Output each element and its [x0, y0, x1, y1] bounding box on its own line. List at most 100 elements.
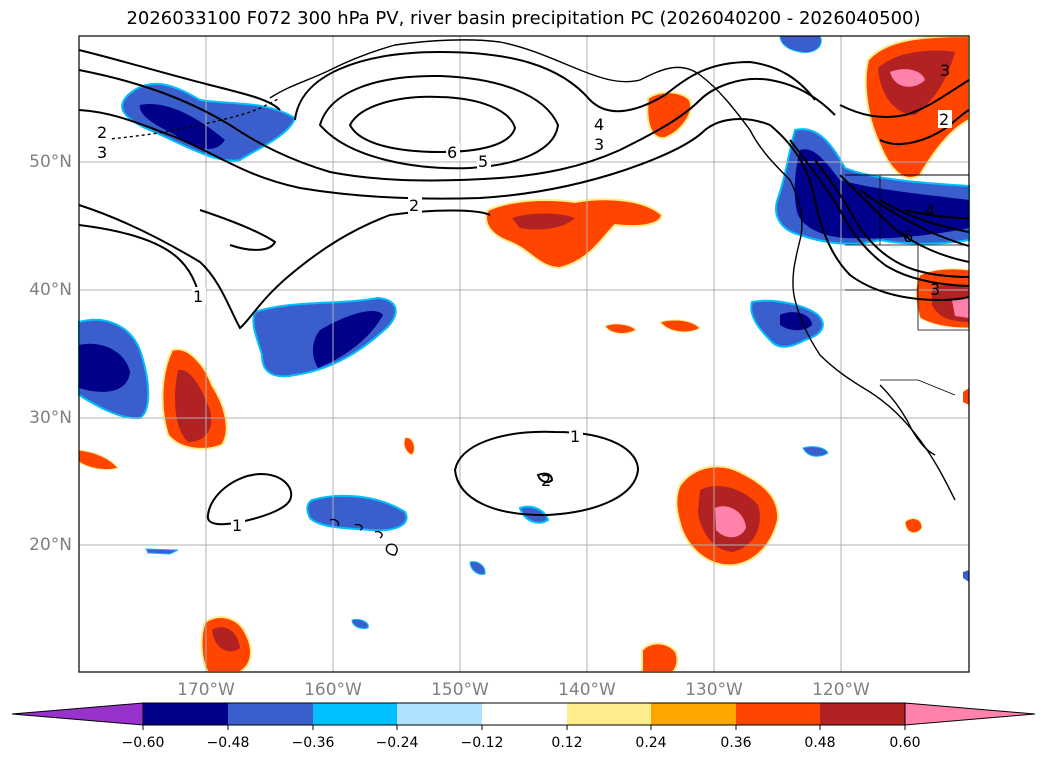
lon-label-120w: 120°W [812, 680, 870, 700]
lat-label-20n: 20°N [29, 535, 72, 555]
precip-pos-west-mid-core [175, 369, 212, 442]
map-title: 2026033100 F072 300 hPa PV, river basin … [126, 8, 921, 29]
colorbar-bin [567, 703, 651, 725]
colorbar-tick: 0.12 [551, 735, 583, 751]
contour-pnw-1 [769, 124, 970, 302]
colorbar-bin [651, 703, 736, 725]
precip-pos-small-2 [604, 323, 637, 334]
precip-neg-tiny-2 [351, 619, 369, 629]
contour-label: 3 [930, 280, 940, 299]
colorbar [11, 702, 1036, 730]
colorbar-bin [228, 703, 313, 725]
contour-label: 3 [97, 143, 107, 162]
contour-label: 4 [925, 201, 935, 220]
precip-pos-s-bottom [641, 642, 679, 673]
contour-6 [348, 95, 517, 154]
colorbar-tick: 0.60 [889, 735, 921, 751]
colorbar-bin [397, 703, 482, 725]
contour-pnw-2 [789, 139, 970, 287]
colorbar-bin [482, 703, 567, 725]
us-border-2 [845, 289, 956, 396]
contour-label: 6 [903, 227, 913, 246]
contour-label: 3 [940, 61, 950, 80]
contour-pnw-3 [814, 159, 970, 278]
colorbar-tick: 0.36 [720, 735, 752, 751]
colorbar-body-outline [142, 702, 906, 726]
contour-label: 3 [594, 135, 604, 154]
colorbar-bin [820, 703, 905, 725]
precip-pos-se-pink [952, 296, 969, 318]
lat-label-50n: 50°N [29, 152, 72, 172]
alaska-coast [269, 39, 791, 181]
contour-south-3 [206, 472, 293, 526]
contour-label: 5 [478, 152, 488, 171]
aleutian-chain [99, 97, 281, 141]
colorbar-bin [143, 703, 228, 725]
precip-pos-mexico [904, 518, 923, 534]
precip-shading [78, 34, 970, 673]
precip-neg-west-core [79, 343, 130, 392]
colorbar-tick: −0.24 [375, 735, 419, 751]
colorbar-bin [313, 703, 397, 725]
contour-label: 1 [232, 516, 242, 535]
contour-pnw-5 [859, 189, 970, 247]
precip-neg-hawaii [306, 494, 408, 532]
contour-label: 4 [594, 115, 604, 134]
precip-neg-pnw-core [794, 149, 969, 239]
coastlines [99, 39, 969, 556]
precip-neg-aleutians-core [139, 104, 225, 150]
colorbar-tick: −0.36 [291, 735, 335, 751]
precip-pos-central-north-core [512, 213, 575, 230]
lon-label-160w: 160°W [304, 680, 362, 700]
colorbar-tick: −0.12 [460, 735, 504, 751]
contour-label: 2 [409, 196, 419, 215]
contour-label: 6 [447, 143, 457, 162]
colorbar-tick: 0.24 [635, 735, 667, 751]
map-frame [78, 35, 970, 673]
north-america-west-coast [789, 179, 956, 501]
contour-1-c [199, 209, 277, 251]
lon-label-170w: 170°W [177, 680, 235, 700]
baja-california [879, 384, 936, 456]
precip-pos-small-1 [403, 437, 415, 456]
contour-label: 1 [193, 287, 203, 306]
precip-neg-tiny-1 [469, 561, 486, 575]
contour-2-upper [78, 49, 281, 111]
precip-neg-central-core [312, 310, 383, 368]
precip-pos-right-edge [963, 388, 969, 405]
contour-ne-2 [839, 79, 970, 118]
precip-pos-left-edge [78, 449, 119, 471]
contour-5 [318, 74, 560, 170]
contour-label: 1 [570, 427, 580, 446]
contour-2-left [78, 109, 771, 200]
lon-label-130w: 130°W [685, 680, 743, 700]
precip-neg-mexico-small [802, 446, 829, 457]
precip-pos-small-3 [659, 319, 701, 333]
contour-label: 2 [541, 471, 551, 490]
colorbar-tick: 0.48 [804, 735, 836, 751]
colorbar-extend-min [11, 702, 144, 726]
contour-south-1 [453, 430, 640, 517]
precip-neg-right-edge [963, 570, 969, 582]
precip-pos-south-core [715, 506, 746, 538]
precip-neg-top-small [779, 35, 822, 54]
colorbar-extend-max [904, 702, 1036, 726]
contour-labels: 2 3 6 5 4 3 2 1 1 2 1 3 2 6 4 3 [96, 61, 952, 535]
lon-label-150w: 150°W [431, 680, 489, 700]
contour-3-left [78, 69, 836, 182]
contour-pnw-4 [839, 174, 970, 263]
precip-pos-sw-bottom-core [212, 627, 240, 652]
contour-label: 2 [97, 123, 107, 142]
contour-label: 2 [939, 110, 949, 129]
precip-neg-aleutians [121, 82, 297, 162]
precip-neg-sw-small [145, 548, 179, 555]
contour-south-2 [536, 472, 554, 484]
colorbar-tick: −0.48 [206, 735, 250, 751]
colorbar-bin [736, 703, 820, 725]
precip-pos-ne-pink [890, 69, 925, 87]
us-border-1 [845, 175, 969, 331]
contour-pnw-7 [904, 209, 970, 219]
lon-label-140w: 140°W [558, 680, 616, 700]
lat-label-30n: 30°N [29, 408, 72, 428]
